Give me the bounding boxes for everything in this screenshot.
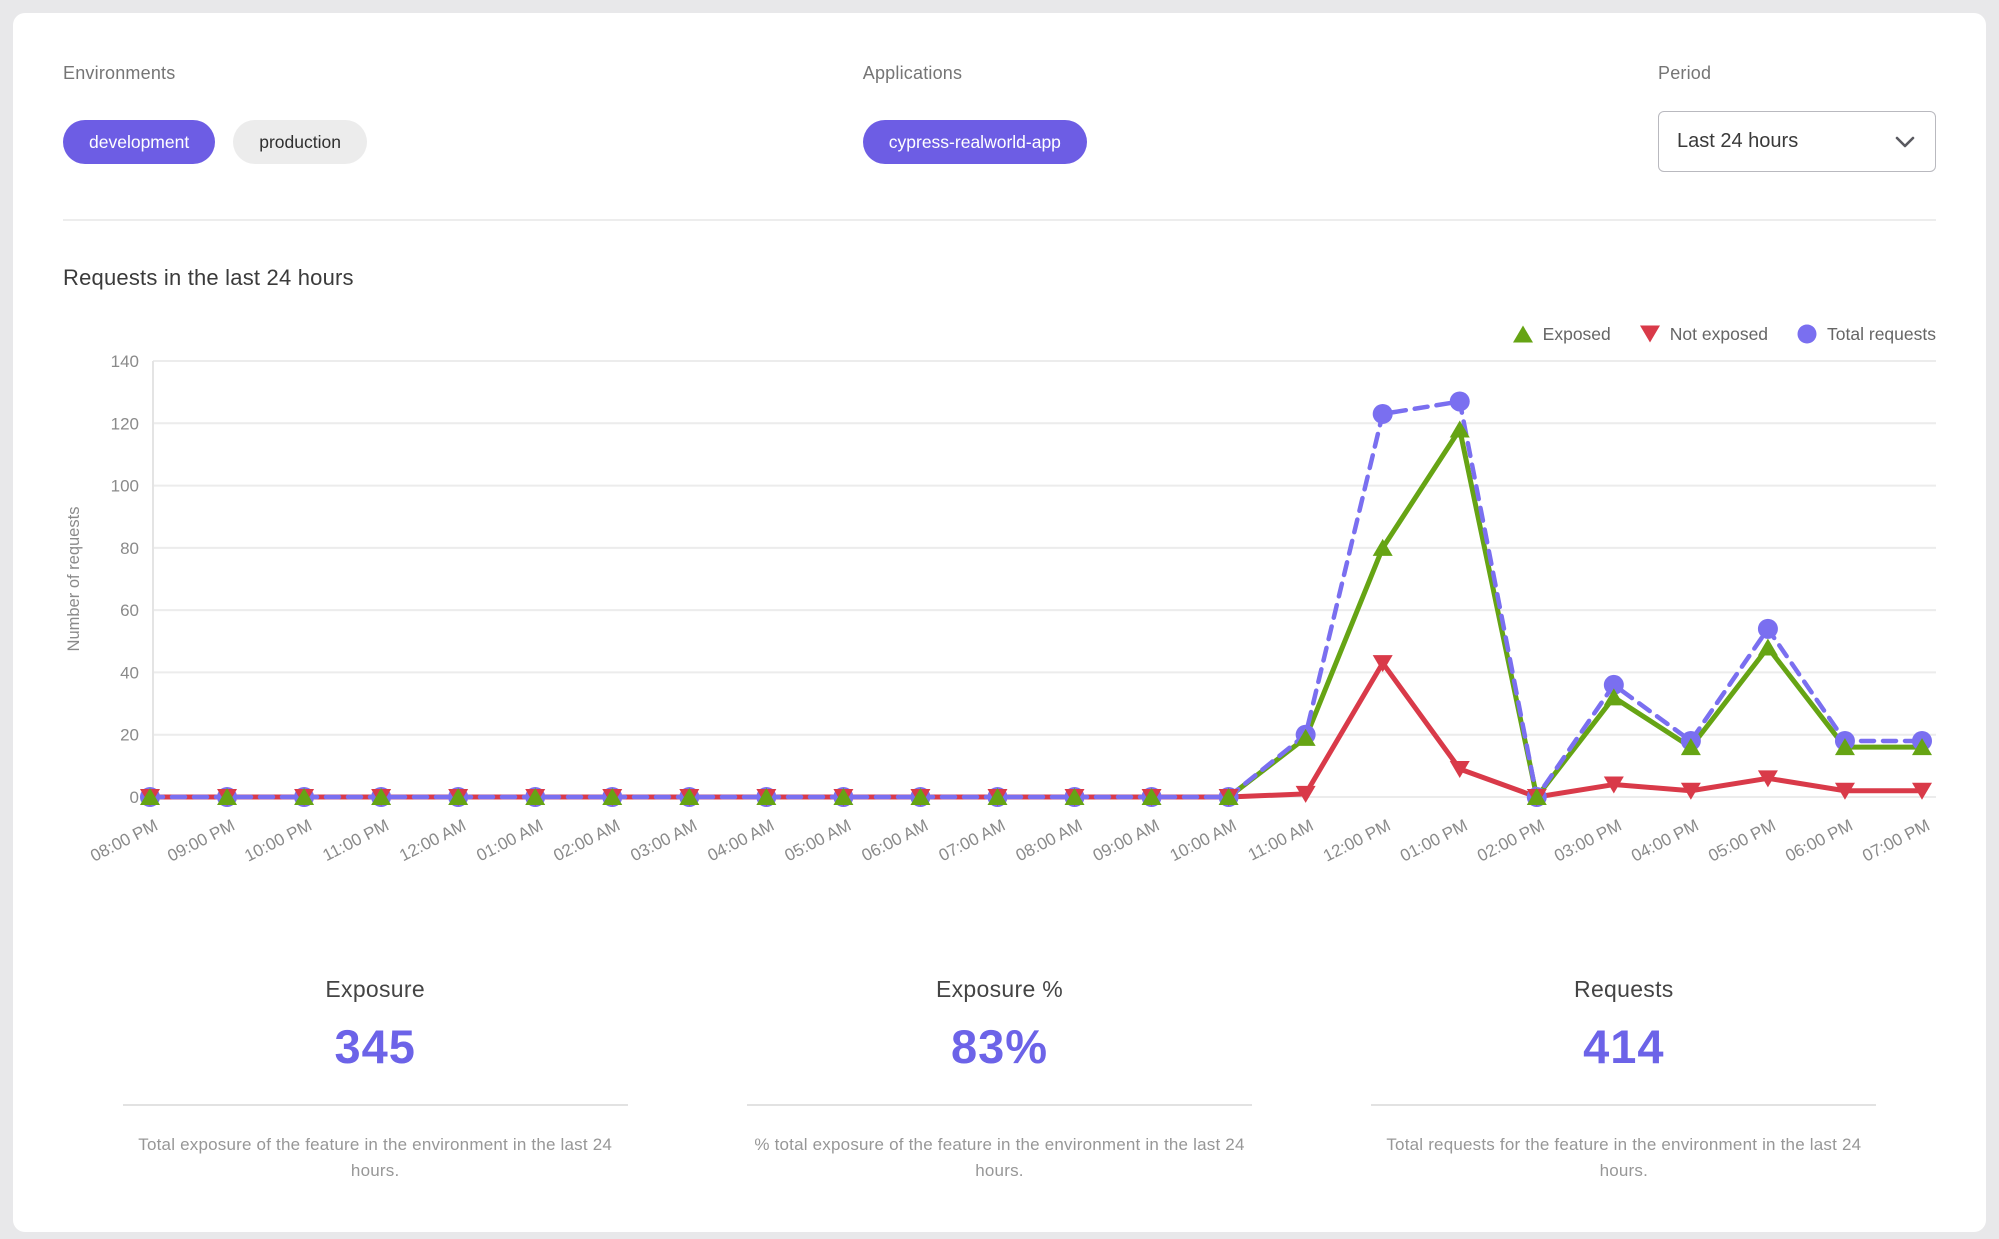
svg-text:140: 140 — [111, 352, 139, 371]
stat-requests-description: Total requests for the feature in the en… — [1386, 1135, 1862, 1181]
svg-text:100: 100 — [111, 477, 139, 496]
svg-text:09:00 AM: 09:00 AM — [1090, 816, 1163, 866]
requests-chart-section: Requests in the last 24 hours Exposed No… — [13, 265, 1986, 894]
period-select[interactable]: Last 24 hours — [1658, 111, 1936, 172]
stat-exposure: Exposure 345 Total exposure of the featu… — [63, 976, 687, 1185]
legend-label-exposed: Exposed — [1542, 323, 1611, 344]
circle-icon — [1796, 324, 1818, 344]
chevron-down-icon — [1895, 136, 1915, 148]
stat-requests: Requests 414 Total requests for the feat… — [1312, 976, 1936, 1185]
svg-text:04:00 AM: 04:00 AM — [705, 816, 778, 866]
svg-text:08:00 PM: 08:00 PM — [87, 816, 160, 866]
svg-text:20: 20 — [120, 726, 139, 745]
svg-text:11:00 AM: 11:00 AM — [1245, 816, 1317, 865]
application-chip-cypress-realworld-app[interactable]: cypress-realworld-app — [862, 120, 1087, 164]
svg-text:120: 120 — [111, 414, 139, 433]
legend-item-exposed[interactable]: Exposed — [1512, 324, 1611, 345]
stat-divider — [746, 1104, 1252, 1106]
svg-text:06:00 PM: 06:00 PM — [1782, 816, 1855, 866]
applications-filter: Applications cypress-realworld-app — [862, 63, 1658, 172]
requests-line-chart: 0 20 40 60 80 100 120 140 Number of requests 08:0… — [65, 352, 1936, 866]
filters-bar: Environments development production Appl… — [13, 13, 1986, 172]
svg-text:07:00 PM: 07:00 PM — [1859, 816, 1932, 866]
chart-legend: Exposed Not exposed Total requests — [63, 319, 1936, 349]
stat-divider — [122, 1104, 628, 1106]
svg-text:03:00 PM: 03:00 PM — [1551, 816, 1624, 866]
dashboard-card: Environments development production Appl… — [13, 13, 1986, 1232]
applications-chips: cypress-realworld-app — [862, 120, 1658, 164]
svg-text:10:00 AM: 10:00 AM — [1167, 816, 1240, 866]
environments-label: Environments — [63, 63, 176, 83]
legend-label-not-exposed: Not exposed — [1669, 323, 1769, 344]
svg-text:01:00 PM: 01:00 PM — [1397, 816, 1470, 866]
svg-text:03:00 AM: 03:00 AM — [627, 816, 700, 866]
applications-label: Applications — [862, 63, 963, 83]
chart-title: Requests in the last 24 hours — [63, 265, 354, 290]
summary-stats: Exposure 345 Total exposure of the featu… — [13, 894, 1986, 1185]
period-filter: Period Last 24 hours — [1658, 63, 1936, 172]
environment-chip-production[interactable]: production — [233, 120, 367, 164]
period-label: Period — [1658, 63, 1712, 83]
stat-exposure-percent: Exposure % 83% % total exposure of the f… — [687, 976, 1311, 1185]
stat-requests-value: 414 — [1583, 1020, 1665, 1073]
stat-exposure-percent-label: Exposure % — [935, 976, 1063, 1002]
filters-divider — [63, 219, 1936, 221]
svg-text:12:00 AM: 12:00 AM — [396, 816, 469, 866]
period-select-value: Last 24 hours — [1677, 130, 1799, 152]
svg-text:80: 80 — [120, 539, 139, 558]
svg-text:02:00 PM: 02:00 PM — [1474, 816, 1547, 866]
environments-filter: Environments development production — [63, 63, 863, 172]
stat-exposure-label: Exposure — [325, 976, 425, 1002]
svg-text:40: 40 — [120, 663, 139, 682]
svg-text:0: 0 — [130, 788, 139, 807]
svg-text:05:00 PM: 05:00 PM — [1705, 816, 1778, 866]
stat-divider — [1371, 1104, 1877, 1106]
svg-text:02:00 AM: 02:00 AM — [550, 816, 623, 866]
triangle-up-icon — [1512, 324, 1534, 344]
svg-text:60: 60 — [120, 601, 139, 620]
stat-exposure-percent-value: 83% — [950, 1020, 1049, 1073]
svg-text:01:00 AM: 01:00 AM — [473, 816, 546, 866]
svg-text:10:00 PM: 10:00 PM — [241, 816, 314, 866]
svg-text:07:00 AM: 07:00 AM — [936, 816, 1009, 866]
triangle-down-icon — [1639, 324, 1661, 344]
stat-exposure-value: 345 — [334, 1020, 416, 1073]
legend-item-total-requests[interactable]: Total requests — [1796, 324, 1936, 345]
svg-text:09:00 PM: 09:00 PM — [164, 816, 237, 866]
environment-chip-development[interactable]: development — [63, 120, 216, 164]
legend-item-not-exposed[interactable]: Not exposed — [1639, 324, 1768, 345]
stat-exposure-description: Total exposure of the feature in the env… — [138, 1135, 613, 1181]
svg-text:Number of requests: Number of requests — [65, 507, 83, 652]
legend-label-total-requests: Total requests — [1827, 323, 1936, 344]
svg-text:08:00 AM: 08:00 AM — [1013, 816, 1086, 866]
stat-exposure-percent-description: % total exposure of the feature in the e… — [754, 1135, 1245, 1181]
environments-chips: development production — [63, 120, 863, 164]
svg-text:11:00 PM: 11:00 PM — [320, 816, 392, 865]
svg-text:12:00 PM: 12:00 PM — [1320, 816, 1393, 866]
svg-text:06:00 AM: 06:00 AM — [859, 816, 932, 866]
svg-text:05:00 AM: 05:00 AM — [782, 816, 855, 866]
svg-text:04:00 PM: 04:00 PM — [1628, 816, 1701, 866]
stat-requests-label: Requests — [1574, 976, 1674, 1002]
